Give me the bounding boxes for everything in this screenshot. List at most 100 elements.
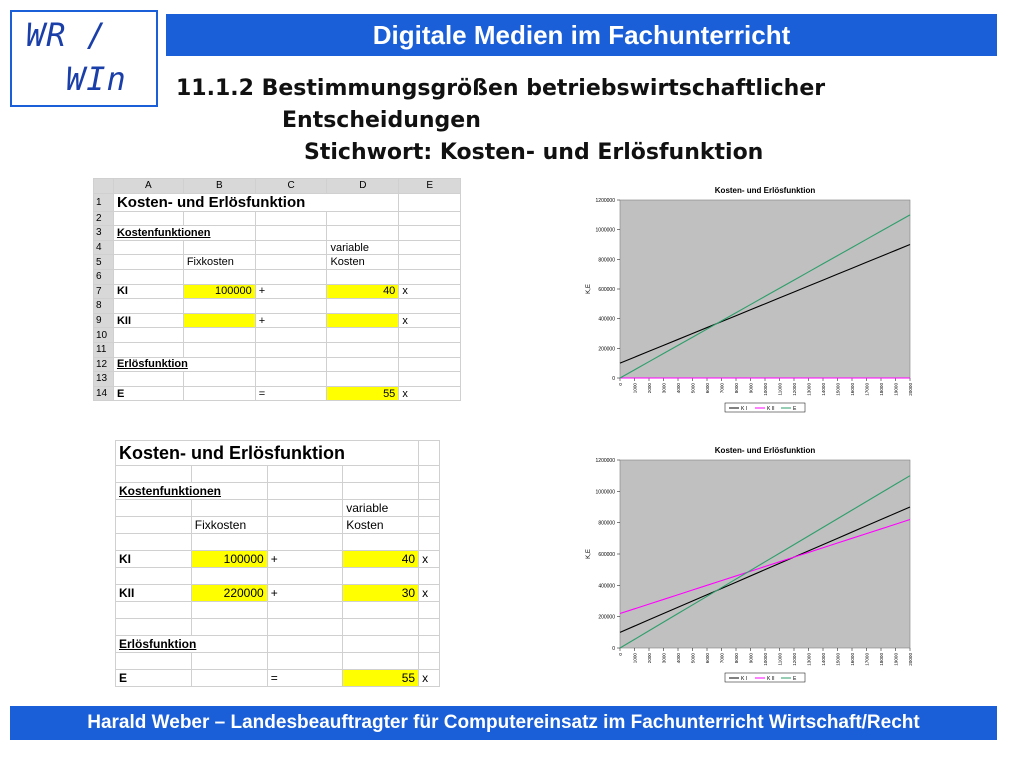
series-line: [619, 475, 911, 649]
equals-sign: =: [254, 385, 328, 402]
x-label: x: [398, 283, 461, 300]
column-header: D: [326, 178, 400, 194]
x-tick-label: 17000: [865, 383, 870, 396]
corner-cell: [93, 178, 114, 194]
column-header: C: [254, 178, 328, 194]
logo-line-2: WIn: [66, 60, 127, 98]
heading-line-1: 11.1.2 Bestimmungsgrößen betriebswirtsch…: [176, 76, 826, 101]
x-tick-label: 18000: [879, 383, 884, 396]
plus-sign: +: [266, 550, 344, 568]
legend-label: E: [793, 676, 797, 682]
y-tick-label: 200000: [598, 346, 615, 352]
ki-variable-cell[interactable]: 40: [342, 550, 420, 568]
x-tick-label: 15000: [836, 653, 841, 666]
x-label: x: [398, 312, 461, 329]
x-tick-label: 5000: [691, 653, 696, 664]
row-number: 5: [93, 254, 114, 270]
ki-fixkosten-cell[interactable]: 100000: [190, 550, 268, 568]
x-tick-label: 9000: [749, 383, 754, 394]
y-tick-label: 1200000: [596, 458, 616, 464]
ki-label: KI: [112, 283, 184, 300]
x-tick-label: 20000: [908, 653, 913, 666]
y-tick-label: 600000: [598, 552, 615, 558]
x-tick-label: 18000: [879, 653, 884, 666]
equals-sign: =: [266, 669, 344, 687]
y-tick-label: 1200000: [596, 198, 616, 204]
footer-text: Harald Weber – Landesbeauftragter für Co…: [10, 706, 997, 740]
x-tick-label: 17000: [865, 653, 870, 666]
x-tick-label: 19000: [894, 383, 899, 396]
e-price-cell[interactable]: 55: [326, 385, 400, 402]
column-header: A: [112, 178, 184, 194]
kii-fixkosten-cell[interactable]: 220000: [190, 584, 268, 602]
x-tick-label: 11000: [778, 383, 783, 396]
kii-variable-cell[interactable]: [326, 312, 400, 329]
logo: WR / WIn: [10, 10, 158, 107]
x-tick-label: 1000: [633, 653, 638, 664]
kosten-label: Kosten: [342, 516, 420, 534]
plus-sign: +: [266, 584, 344, 602]
e-label: E: [112, 385, 184, 402]
logo-line-1: WR /: [26, 16, 108, 54]
heading-line-2: Entscheidungen: [282, 108, 481, 133]
y-tick-label: 1000000: [596, 489, 616, 495]
x-tick-label: 8000: [734, 653, 739, 664]
kosten-label: Kosten: [326, 254, 400, 270]
x-tick-label: 3000: [662, 653, 667, 664]
plot-area: [619, 199, 911, 379]
y-tick-label: 800000: [598, 521, 615, 527]
x-tick-label: 1000: [633, 383, 638, 394]
kostenfunktionen-heading: Kostenfunktionen: [112, 225, 256, 241]
fixkosten-label: Fixkosten: [182, 254, 256, 270]
x-tick-label: 10000: [763, 383, 768, 396]
e-label: E: [115, 669, 192, 687]
y-tick-label: 600000: [598, 287, 615, 293]
x-tick-label: 0: [618, 383, 623, 386]
x-label: x: [418, 550, 440, 568]
erloesfunktion-heading: Erlösfunktion: [115, 635, 268, 653]
sheet-title: Kosten- und Erlösfunktion: [112, 192, 400, 212]
row-number: 4: [93, 239, 114, 256]
chart-1: Kosten- und Erlösfunktion 0 200000 400000 60…: [570, 182, 914, 420]
x-tick-label: 0: [618, 653, 623, 656]
row-number: 10: [93, 327, 114, 343]
kii-variable-cell[interactable]: 30: [342, 584, 420, 602]
kii-label: KII: [115, 584, 192, 602]
kii-fixkosten-cell[interactable]: [182, 312, 256, 329]
row-number: 7: [93, 283, 114, 300]
x-tick-label: 6000: [705, 653, 710, 664]
ki-fixkosten-cell[interactable]: 100000: [182, 283, 256, 300]
legend-label: K II: [767, 676, 775, 682]
ki-variable-cell[interactable]: 40: [326, 283, 400, 300]
e-price-cell[interactable]: 55: [342, 669, 420, 687]
kii-label: KII: [112, 312, 184, 329]
y-tick-label: 400000: [598, 317, 615, 323]
x-tick-label: 12000: [792, 383, 797, 396]
series-line: [619, 506, 911, 633]
row-number: 13: [93, 371, 114, 387]
x-tick-label: 3000: [662, 383, 667, 394]
x-label: x: [418, 669, 440, 687]
x-tick-label: 5000: [691, 383, 696, 394]
x-tick-label: 6000: [705, 383, 710, 394]
series-line: [619, 519, 911, 615]
x-label: x: [418, 584, 440, 602]
kostenfunktionen-heading: Kostenfunktionen: [115, 482, 268, 500]
plot-area: [619, 459, 911, 649]
spreadsheet-1: A B C D E 1 Kosten- und Erlösfunktion 2 …: [93, 178, 461, 402]
legend-label: E: [793, 406, 797, 412]
row-number: 6: [93, 268, 114, 285]
heading-line-3: Stichwort: Kosten- und Erlösfunktion: [304, 140, 764, 165]
legend-label: K I: [741, 676, 747, 682]
chart-title: Kosten- und Erlösfunktion: [715, 186, 816, 195]
row-number: 14: [93, 385, 114, 402]
series-line: [619, 214, 911, 379]
row-number: 11: [93, 341, 114, 358]
y-tick-label: 1000000: [596, 228, 616, 234]
x-tick-label: 8000: [734, 383, 739, 394]
legend-label: K I: [741, 406, 747, 412]
x-tick-label: 19000: [894, 653, 899, 666]
y-tick-label: 0: [612, 646, 615, 652]
x-tick-label: 15000: [836, 383, 841, 396]
y-axis-label: K,E: [586, 284, 592, 294]
